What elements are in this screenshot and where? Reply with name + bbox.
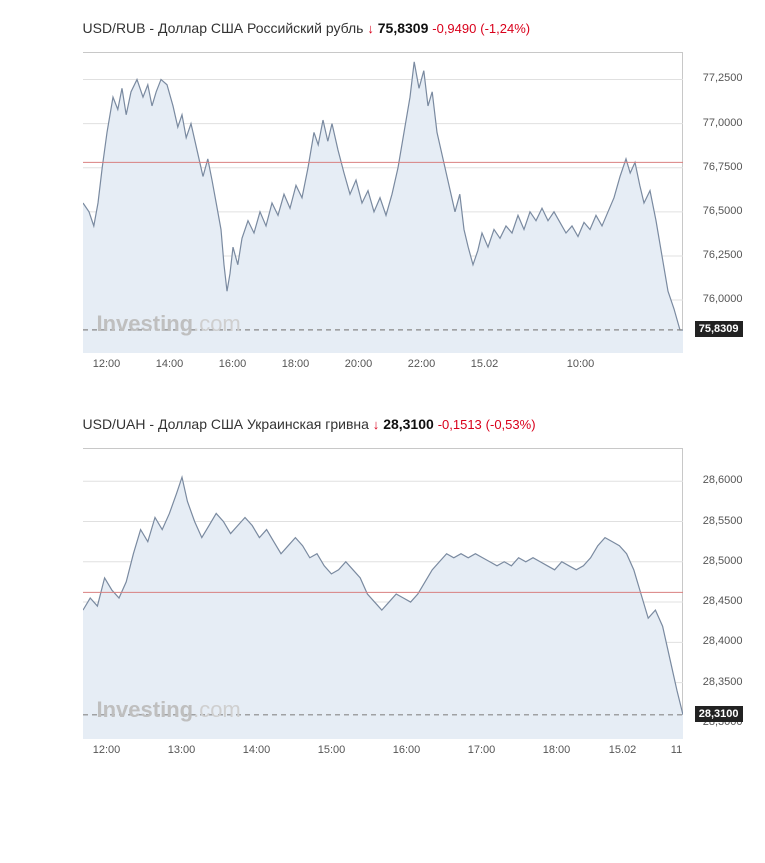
chart-panel-1: USD/UAH - Доллар США Украинская гривна ↓… [23,416,743,762]
plot-area: Investing.com [83,52,683,352]
x-tick-label: 15.02 [471,358,499,370]
x-tick-label: 12:00 [93,358,121,370]
x-tick-label: 13:00 [168,744,196,756]
plot-area: Investing.com [83,448,683,738]
price-change-pct: (-1,24%) [480,21,530,36]
last-price: 75,8309 [378,20,429,36]
chart-title: USD/RUB - Доллар США Российский рубль ↓ … [23,20,743,36]
y-tick-label: 28,4500 [703,595,743,607]
y-tick-label: 76,7500 [703,161,743,173]
x-tick-label: 16:00 [219,358,247,370]
direction-arrow-icon: ↓ [373,417,380,432]
x-tick-label: 18:00 [282,358,310,370]
price-change: -0,1513 [438,417,482,432]
chart-title: USD/UAH - Доллар США Украинская гривна ↓… [23,416,743,432]
y-tick-label: 28,5500 [703,515,743,527]
y-axis-labels: 28,300028,350028,400028,450028,500028,55… [685,448,743,738]
x-tick-label: 15:00 [318,744,346,756]
x-tick-label: 22:00 [408,358,436,370]
price-change: -0,9490 [432,21,476,36]
x-tick-label: 15.02 [609,744,637,756]
x-tick-label: 16:00 [393,744,421,756]
x-tick-label: 18:00 [543,744,571,756]
last-price: 28,3100 [383,416,434,432]
x-axis-labels: 12:00 13:00 14:00 15:00 16:00 17:00 18:00 15.02… [83,738,683,762]
y-axis-labels: 76,0000 76,2500 76,5000 76,7500 77,0000 77,25… [685,52,743,352]
x-tick-label: 17:00 [468,744,496,756]
chart-panel-0: USD/RUB - Доллар США Российский рубль ↓ … [23,20,743,376]
y-tick-label: 28,3500 [703,676,743,688]
x-tick-label: 11 [671,744,682,756]
direction-arrow-icon: ↓ [367,21,374,36]
y-tick-label: 77,0000 [703,117,743,129]
x-tick-label: 12:00 [93,744,121,756]
x-tick-label: 10:00 [567,358,595,370]
x-tick-label: 14:00 [243,744,271,756]
x-tick-label: 14:00 [156,358,184,370]
y-tick-label: 76,2500 [703,249,743,261]
y-tick-label: 76,5000 [703,205,743,217]
chart-svg [83,449,683,739]
pair-name: USD/UAH - Доллар США Украинская гривна [83,416,369,432]
plot-wrap: Investing.com28,300028,350028,400028,450… [23,448,743,738]
pair-name: USD/RUB - Доллар США Российский рубль [83,20,364,36]
y-tick-label: 28,5000 [703,555,743,567]
y-tick-label: 28,6000 [703,474,743,486]
last-price-badge: 28,3100 [695,706,743,722]
price-change-pct: (-0,53%) [486,417,536,432]
plot-wrap: Investing.com 76,0000 76,2500 76,5000 76,750… [23,52,743,352]
x-tick-label: 20:00 [345,358,373,370]
last-price-badge: 75,8309 [695,321,743,337]
x-axis-labels: 12:00 14:00 16:00 18:00 20:00 22:00 15.02 10:00 [83,352,683,376]
y-tick-label: 28,4000 [703,635,743,647]
y-tick-label: 77,2500 [703,72,743,84]
chart-svg [83,53,683,353]
y-tick-label: 76,0000 [703,293,743,305]
